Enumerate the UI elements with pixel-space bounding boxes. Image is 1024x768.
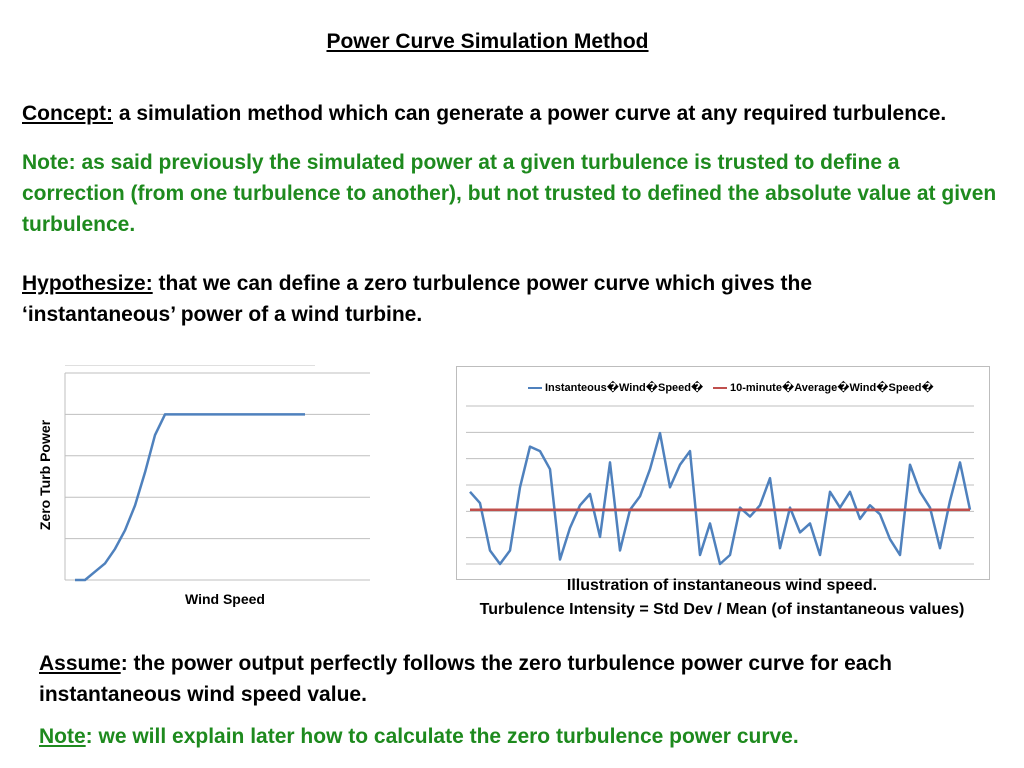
hypothesize-label: Hypothesize: xyxy=(22,272,153,295)
legend-label-instantaneous: Instanteous�Wind�Speed� xyxy=(545,382,704,394)
note-2-label: Note xyxy=(39,725,86,748)
hypothesize-text: that we can define a zero turbulence pow… xyxy=(22,272,813,326)
left-chart-y-axis-label: Zero Turb Power xyxy=(37,419,53,531)
hypothesize-paragraph: Hypothesize: that we can define a zero t… xyxy=(22,268,922,330)
left-chart-x-axis-label: Wind Speed xyxy=(185,591,265,607)
legend-item-average: 10-minute�Average�Wind�Speed� xyxy=(713,381,934,394)
series-line-1 xyxy=(75,413,305,582)
concept-label: Concept: xyxy=(22,102,113,125)
zero-turbulence-power-curve-chart xyxy=(64,365,370,582)
page-title: Power Curve Simulation Method xyxy=(326,30,649,53)
note-2-text: : we will explain later how to calculate… xyxy=(85,725,799,748)
chart-caption-line-1: Illustration of instantaneous wind speed… xyxy=(566,577,878,594)
instantaneous-wind-speed-chart xyxy=(466,405,974,566)
note-paragraph-1: Note: as said previously the simulated p… xyxy=(22,151,997,236)
legend-swatch-blue xyxy=(528,386,542,389)
legend-swatch-red xyxy=(713,386,727,389)
series-line-1 xyxy=(469,431,972,566)
assume-text: : the power output perfectly follows the… xyxy=(39,652,892,706)
chart-caption-line-2: Turbulence Intensity = Std Dev / Mean (o… xyxy=(479,601,965,618)
assume-label: Assume xyxy=(39,652,121,675)
note-paragraph-2: Note: we will explain later how to calcu… xyxy=(39,721,999,752)
concept-text: a simulation method which can generate a… xyxy=(113,102,947,125)
legend-label-average: 10-minute�Average�Wind�Speed� xyxy=(730,382,934,394)
concept-paragraph: Concept: a simulation method which can g… xyxy=(22,98,1012,129)
assume-paragraph: Assume: the power output perfectly follo… xyxy=(39,648,999,710)
legend-item-instantaneous: Instanteous�Wind�Speed� xyxy=(528,381,703,394)
